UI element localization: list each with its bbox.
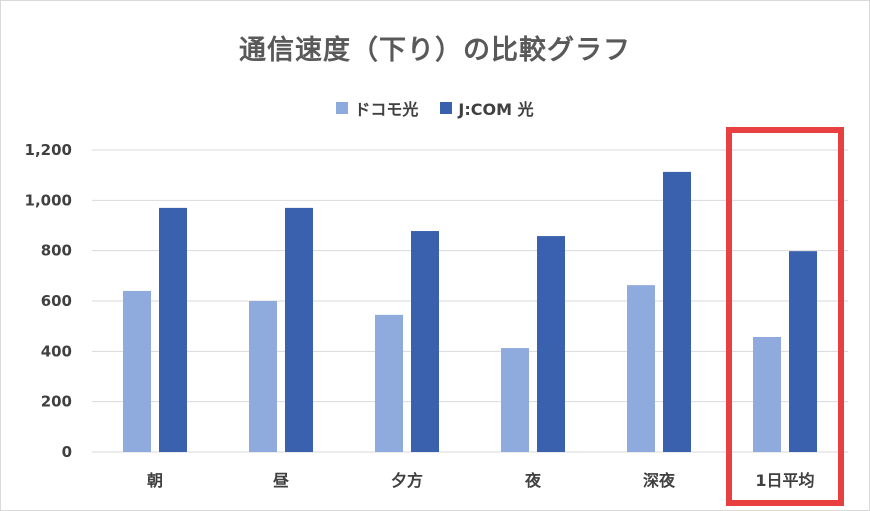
chart-title: 通信速度（下り）の比較グラフ <box>239 35 631 66</box>
legend-label-docomo: ドコモ光 <box>354 100 419 119</box>
y-tick-label: 0 <box>62 443 72 461</box>
bar-docomo <box>501 348 529 452</box>
bar-docomo <box>627 285 655 452</box>
x-category-label: 夜 <box>524 471 542 490</box>
legend-swatch-docomo <box>336 102 349 114</box>
bar-jcom <box>537 236 565 452</box>
bar-docomo <box>375 314 403 452</box>
legend-item-jcom: J:COM 光 <box>440 96 534 120</box>
bar-docomo <box>123 290 151 452</box>
x-category-label: 夕方 <box>391 471 423 490</box>
x-category-label: 深夜 <box>643 471 676 490</box>
bar-jcom <box>159 207 187 452</box>
x-category-label: 朝 <box>147 471 163 490</box>
y-tick-label: 1,200 <box>25 141 72 159</box>
x-category-label: 1日平均 <box>755 471 814 490</box>
legend-item-docomo: ドコモ光 <box>336 96 418 120</box>
bar-jcom <box>411 231 439 452</box>
legend: ドコモ光 J:COM 光 <box>0 96 870 120</box>
y-tick-label: 600 <box>41 292 72 310</box>
y-tick-label: 400 <box>41 342 72 360</box>
legend-swatch-jcom <box>440 102 453 114</box>
y-tick-label: 800 <box>41 242 72 260</box>
bar-docomo <box>249 301 277 452</box>
y-tick-label: 1,000 <box>25 191 72 209</box>
bar-jcom <box>663 171 691 452</box>
legend-label-jcom: J:COM 光 <box>458 100 534 119</box>
highlight-box <box>726 127 844 506</box>
x-category-label: 昼 <box>272 471 290 490</box>
bar-jcom <box>789 251 817 452</box>
bar-jcom <box>285 207 313 452</box>
bar-docomo <box>753 336 781 452</box>
y-tick-label: 200 <box>41 393 72 411</box>
